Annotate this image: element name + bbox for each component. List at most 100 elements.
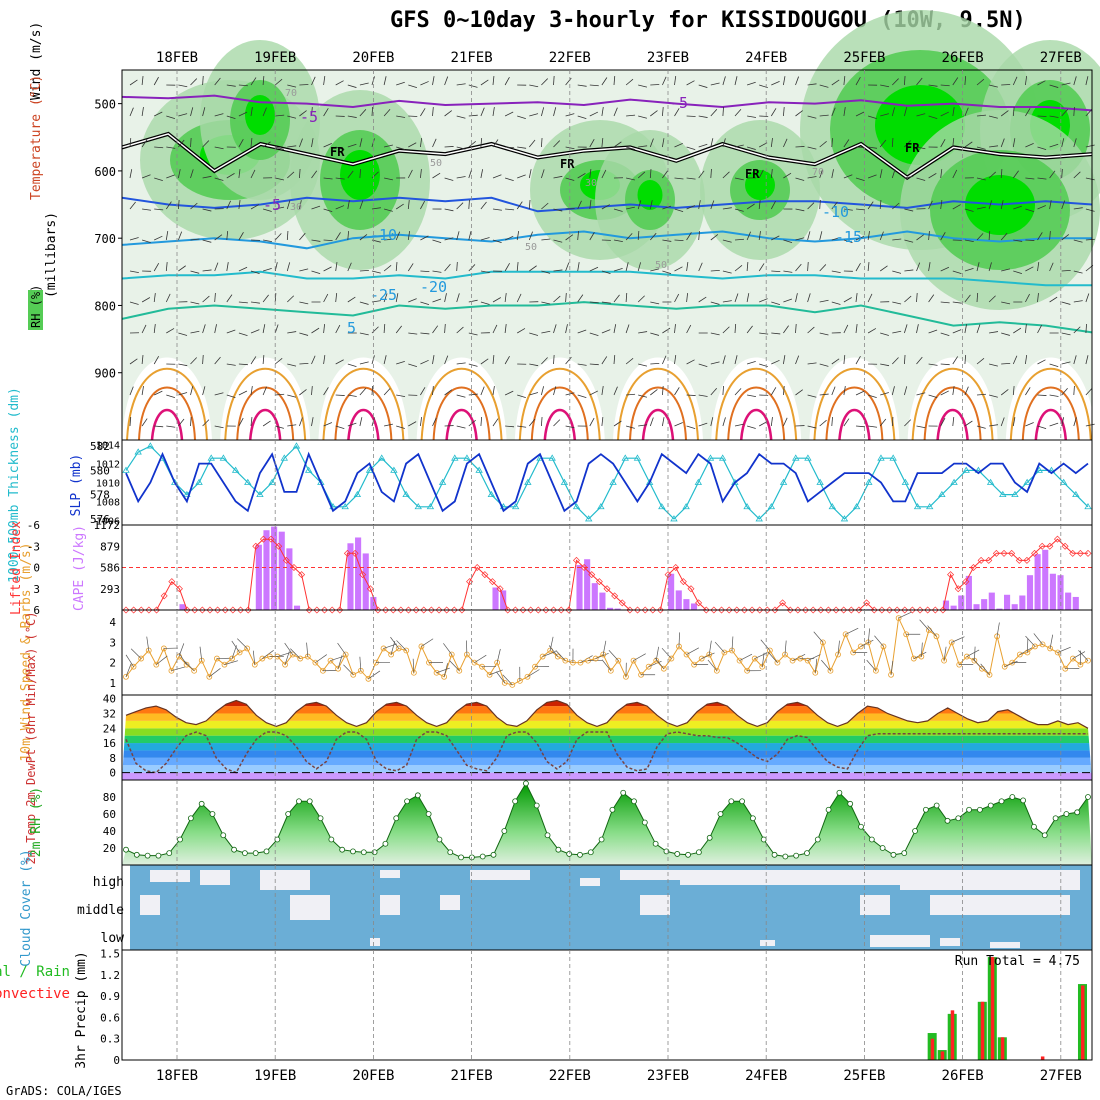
wind-barb xyxy=(976,324,981,334)
wind-barb xyxy=(783,417,788,427)
wind-barb xyxy=(274,233,282,241)
cape-bar xyxy=(492,587,499,610)
thickness-marker xyxy=(171,478,179,485)
cape-bar xyxy=(973,604,980,610)
wind-barb xyxy=(759,142,768,148)
wind-barb-10m xyxy=(767,651,778,663)
li-marker xyxy=(565,606,573,614)
wind-barb xyxy=(638,424,648,427)
wind-barb xyxy=(626,206,635,210)
thickness-marker xyxy=(231,466,240,473)
ylabel-slp: SLP (mb) xyxy=(69,454,84,517)
li-marker xyxy=(221,606,229,614)
wind-barb xyxy=(1085,355,1089,365)
wind-barb xyxy=(952,204,961,210)
wind-barb xyxy=(275,393,285,396)
wind-barb xyxy=(698,84,708,88)
wind-barb-10m xyxy=(421,638,434,647)
wind-barb xyxy=(565,177,575,181)
wind-barb xyxy=(226,231,229,241)
wind-barb xyxy=(819,299,829,303)
wind-barb xyxy=(359,269,369,272)
cape-bar xyxy=(1011,604,1018,610)
wind-barb xyxy=(347,115,357,118)
thickness-marker xyxy=(962,466,970,473)
cape-bar xyxy=(263,530,270,610)
wind-barb xyxy=(795,237,805,241)
wind-barb xyxy=(879,418,887,427)
wind-barb xyxy=(819,419,827,427)
wind-barb xyxy=(698,170,705,179)
wind-barb-10m xyxy=(927,625,937,637)
wind-barb xyxy=(396,425,405,429)
li-marker xyxy=(336,606,344,614)
wind-barb xyxy=(226,200,231,210)
wind-barb xyxy=(589,266,599,272)
wind-barb xyxy=(541,202,549,210)
freezing-label: FR xyxy=(905,141,920,155)
wind-barb-10m xyxy=(542,651,556,657)
wind-barb xyxy=(783,270,793,273)
wind-barb xyxy=(141,297,151,303)
wind-barb xyxy=(178,199,180,210)
thickness-marker xyxy=(889,454,897,461)
wind-barb xyxy=(1037,232,1043,241)
wind-barb xyxy=(129,201,136,210)
wind-speed-marker xyxy=(433,669,440,676)
wind-barb xyxy=(129,416,132,427)
wind-barb xyxy=(250,270,260,275)
wind-barb xyxy=(649,232,657,241)
wind-barb xyxy=(855,263,861,272)
wind-barb xyxy=(214,292,216,303)
wind-barb xyxy=(480,386,485,396)
wind-barb xyxy=(674,108,680,117)
wind-barb xyxy=(202,140,210,148)
wind-barb xyxy=(1049,363,1059,367)
wind-barb xyxy=(843,107,846,117)
wind-barb-10m xyxy=(866,659,877,671)
wind-barb xyxy=(976,206,986,210)
wind-barb xyxy=(1013,270,1023,274)
wind-speed-marker xyxy=(706,651,713,658)
wind-barb xyxy=(371,207,381,210)
wind-barb-10m xyxy=(443,643,452,655)
wind-barb xyxy=(759,421,768,427)
li-marker xyxy=(954,585,962,593)
wind-barb-10m xyxy=(315,654,328,663)
li-marker xyxy=(130,606,138,614)
temp-ylabel: 2m Temp 2m DewPt (6hr Min/Max) (°C) xyxy=(24,612,38,865)
wind-barb xyxy=(746,325,753,334)
wind-speed-marker xyxy=(380,645,387,652)
wind-barb xyxy=(214,146,224,150)
thickness-marker xyxy=(840,515,849,522)
wind-barb xyxy=(625,425,635,429)
wind-barb-10m xyxy=(1072,651,1086,659)
wind-barb xyxy=(613,208,623,212)
cape-bar xyxy=(958,595,965,610)
wind-barb xyxy=(637,200,642,210)
wind-ylabel: 10m Wind Speed & Barbs (m/s) xyxy=(19,542,34,761)
thickness-marker xyxy=(219,454,228,461)
wind-barb xyxy=(250,138,253,148)
li-marker xyxy=(542,606,550,614)
thickness-marker xyxy=(682,503,690,510)
wind-barb xyxy=(456,425,466,429)
rh2m-marker xyxy=(577,851,583,858)
wind-barb xyxy=(758,263,765,272)
li-marker xyxy=(206,606,214,614)
rh2m-marker xyxy=(458,854,464,861)
wind-barb xyxy=(904,175,914,179)
ylabel-wind: Wind (m/s) xyxy=(29,22,44,100)
thickness-marker xyxy=(999,490,1007,498)
li-marker xyxy=(595,578,603,586)
wind-barb xyxy=(626,114,636,117)
wind-barb xyxy=(516,293,522,303)
rh-contour-label: 70 xyxy=(812,167,824,178)
wind-barb xyxy=(819,393,829,396)
wind-barb xyxy=(1085,293,1090,303)
wind-barb xyxy=(964,324,967,334)
wind-barb xyxy=(988,200,993,210)
wind-barb xyxy=(141,324,147,334)
wind-barb xyxy=(698,200,701,210)
wind-barb xyxy=(783,386,785,396)
